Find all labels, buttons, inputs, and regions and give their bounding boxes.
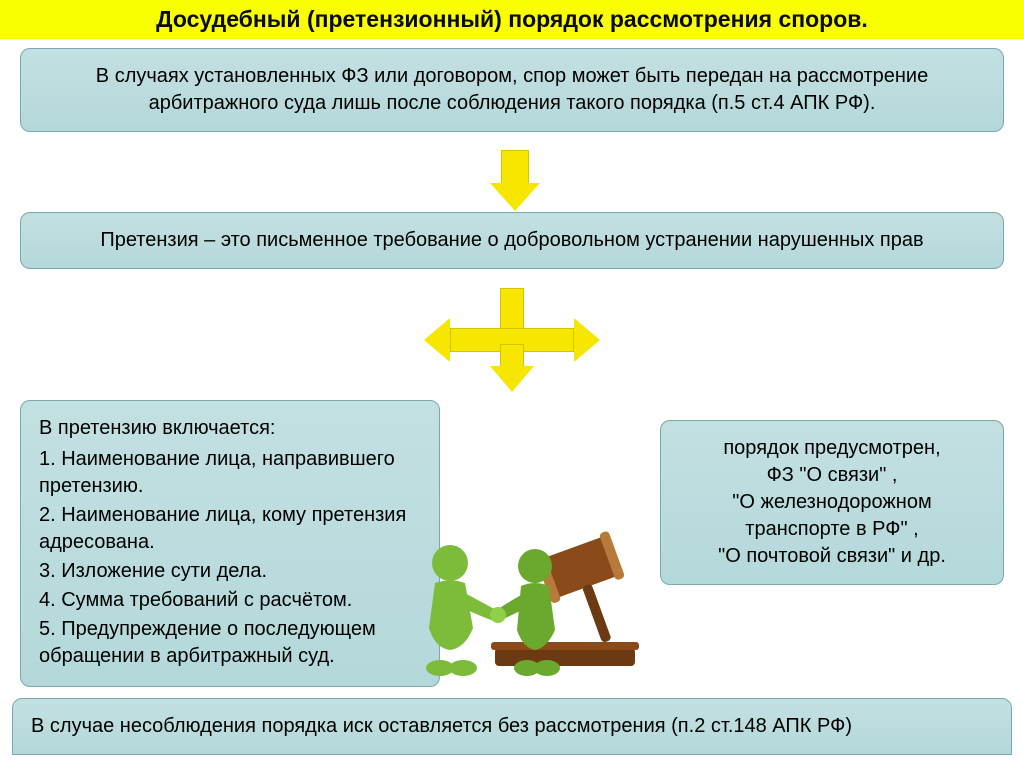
list-item: 1. Наименование лица, направившего прете… [39, 446, 421, 500]
illustration-handshake-gavel [405, 508, 645, 678]
box-intro-text: В случаях установленных ФЗ или договором… [96, 65, 928, 114]
arrow-tri [432, 288, 592, 398]
box-claim-contents: В претензию включается: 1. Наименование … [20, 400, 440, 687]
box-consequence-text: В случае несоблюдения порядка иск оставл… [31, 715, 852, 737]
box-claim-heading: В претензию включается: [39, 415, 421, 442]
box-laws: порядок предусмотрен, ФЗ "О связи" , "О … [660, 420, 1004, 585]
box-definition: Претензия – это письменное требование о … [20, 212, 1004, 269]
box-definition-text: Претензия – это письменное требование о … [100, 229, 923, 251]
box-consequence: В случае несоблюдения порядка иск оставл… [12, 698, 1012, 755]
box-laws-line: порядок предусмотрен, [679, 435, 985, 462]
box-laws-line: "О железнодорожном транспорте в РФ" , [679, 489, 985, 543]
box-laws-line: ФЗ "О связи" , [679, 462, 985, 489]
list-item: 2. Наименование лица, кому претензия адр… [39, 502, 421, 556]
list-item: 4. Сумма требований с расчётом. [39, 587, 421, 614]
page-title: Досудебный (претензионный) порядок рассм… [0, 0, 1024, 39]
list-item: 3. Изложение сути дела. [39, 558, 421, 585]
list-item: 5. Предупреждение о последующем обращени… [39, 616, 421, 670]
box-laws-line: "О почтовой связи" и др. [679, 543, 985, 570]
box-intro: В случаях установленных ФЗ или договором… [20, 48, 1004, 132]
